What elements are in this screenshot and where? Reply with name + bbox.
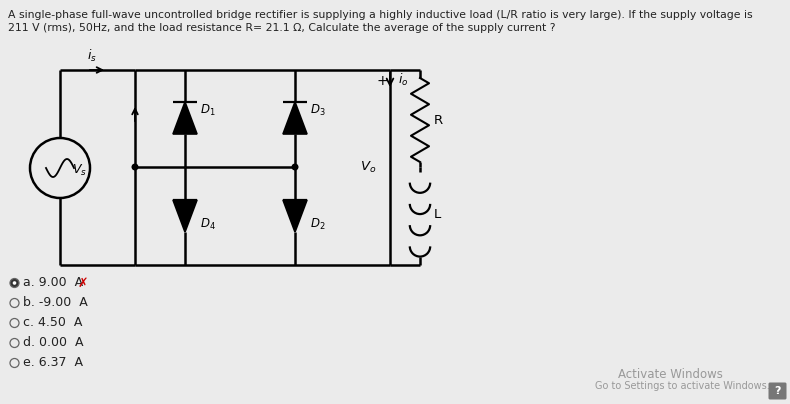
Text: 211 V (rms), 50Hz, and the load resistance R= 21.1 Ω, Calculate the average of t: 211 V (rms), 50Hz, and the load resistan… <box>8 23 555 33</box>
Text: b. -9.00  A: b. -9.00 A <box>23 297 88 309</box>
Text: +: + <box>376 74 388 88</box>
Text: R: R <box>434 114 443 126</box>
Text: Activate Windows: Activate Windows <box>618 368 723 381</box>
Text: $V_s$: $V_s$ <box>72 162 87 177</box>
Text: $i_s$: $i_s$ <box>87 48 97 64</box>
Polygon shape <box>173 200 197 232</box>
Text: A single-phase full-wave uncontrolled bridge rectifier is supplying a highly ind: A single-phase full-wave uncontrolled br… <box>8 10 753 20</box>
Text: e. 6.37  A: e. 6.37 A <box>23 356 83 370</box>
Circle shape <box>131 164 138 170</box>
Text: $D_4$: $D_4$ <box>200 217 216 231</box>
FancyBboxPatch shape <box>769 383 787 400</box>
Text: L: L <box>434 208 442 221</box>
Polygon shape <box>173 102 197 134</box>
Circle shape <box>13 281 17 285</box>
Text: d. 0.00  A: d. 0.00 A <box>23 337 84 349</box>
Circle shape <box>10 278 19 288</box>
Text: a. 9.00  A: a. 9.00 A <box>23 276 83 290</box>
Polygon shape <box>283 102 307 134</box>
Text: c. 4.50  A: c. 4.50 A <box>23 316 82 330</box>
Polygon shape <box>283 200 307 232</box>
Text: ✗: ✗ <box>78 276 88 290</box>
Text: $V_o$: $V_o$ <box>360 160 376 175</box>
Text: ?: ? <box>774 386 781 396</box>
Text: $D_1$: $D_1$ <box>200 103 216 118</box>
Text: Go to Settings to activate Windows.: Go to Settings to activate Windows. <box>595 381 769 391</box>
Text: $D_3$: $D_3$ <box>310 103 325 118</box>
Circle shape <box>292 164 299 170</box>
Text: $D_2$: $D_2$ <box>310 217 325 231</box>
Text: $i_o$: $i_o$ <box>398 72 408 88</box>
